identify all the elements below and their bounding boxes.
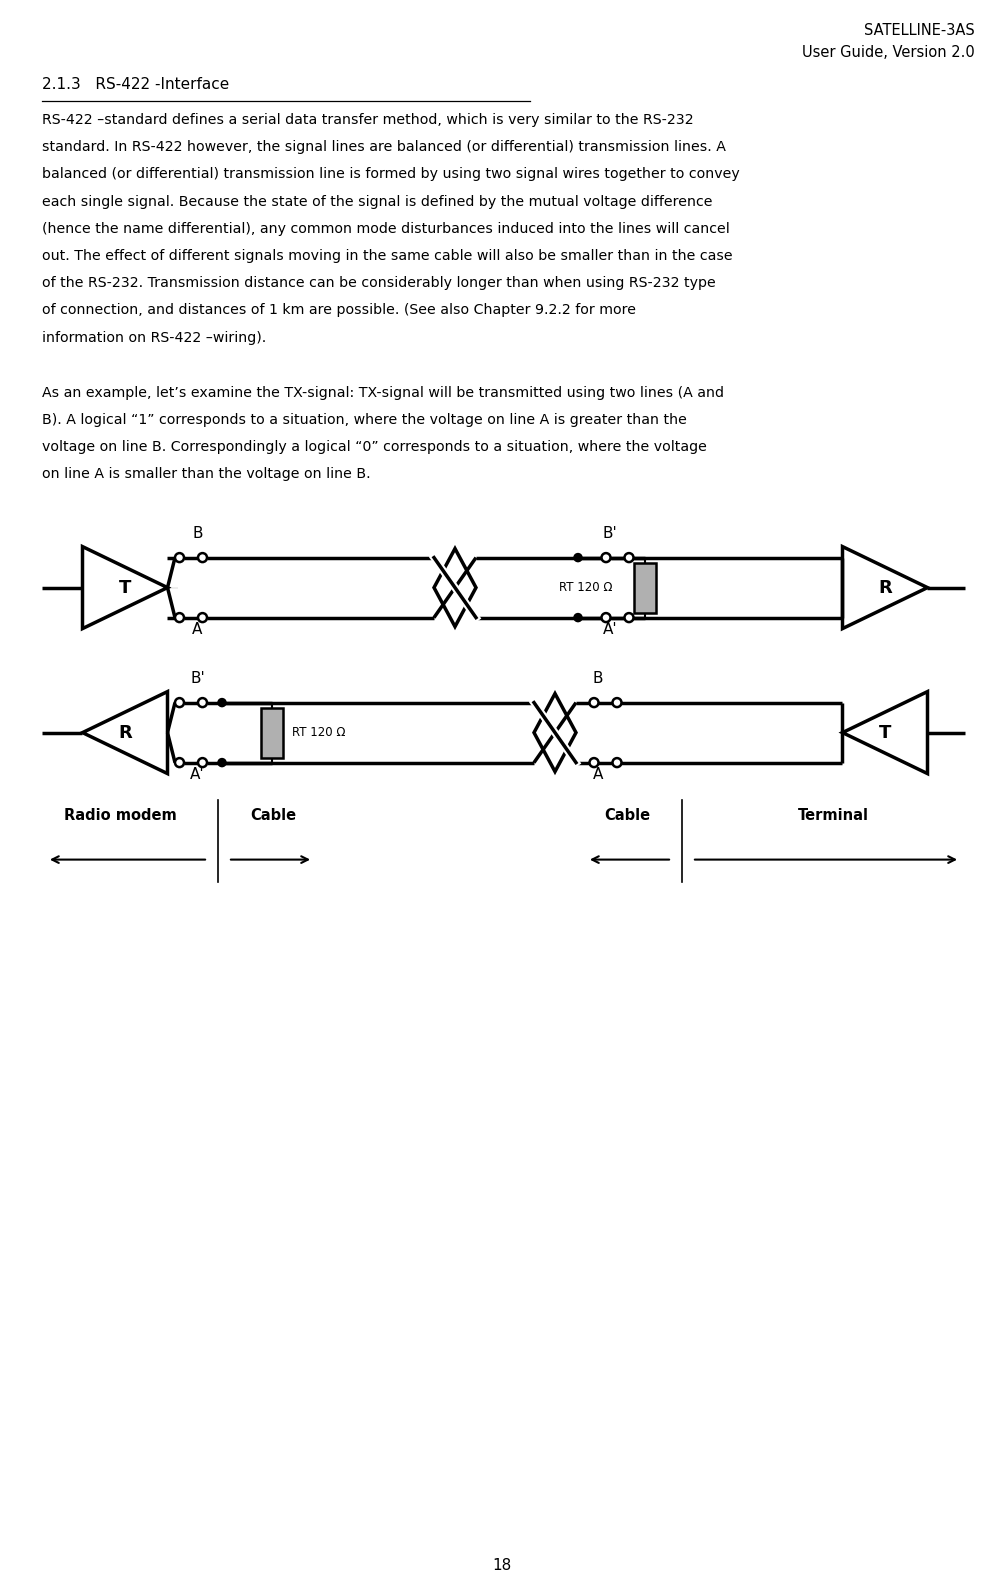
Circle shape [198,553,207,561]
Circle shape [612,758,621,767]
Text: Radio modem: Radio modem [63,807,177,823]
Text: R: R [118,724,131,742]
Circle shape [601,553,610,561]
Text: (hence the name differential), any common mode disturbances induced into the lin: (hence the name differential), any commo… [42,222,729,236]
Circle shape [612,699,621,707]
Text: B': B' [602,526,617,541]
Circle shape [218,759,226,767]
Text: T: T [878,724,891,742]
Text: B). A logical “1” corresponds to a situation, where the voltage on line A is gre: B). A logical “1” corresponds to a situa… [42,413,686,427]
Circle shape [198,699,207,707]
Text: on line A is smaller than the voltage on line B.: on line A is smaller than the voltage on… [42,467,370,482]
Text: Cable: Cable [604,807,649,823]
Text: R: R [878,579,891,597]
Circle shape [624,553,633,561]
Text: A': A' [190,767,205,782]
Bar [633,563,655,612]
Text: T: T [118,579,131,597]
Circle shape [589,699,598,707]
Text: each single signal. Because the state of the signal is defined by the mutual vol: each single signal. Because the state of… [42,195,712,209]
Text: Cable: Cable [250,807,296,823]
Bar [261,708,283,758]
Text: RT 120 Ω: RT 120 Ω [292,726,345,738]
Text: B: B [592,670,603,686]
Circle shape [175,699,184,707]
Text: A: A [592,767,603,782]
Circle shape [218,699,226,707]
Text: As an example, let’s examine the TX-signal: TX-signal will be transmitted using : As an example, let’s examine the TX-sign… [42,386,723,400]
Text: A': A' [602,622,617,636]
Polygon shape [433,549,475,627]
Text: B: B [192,526,203,541]
Text: information on RS-422 –wiring).: information on RS-422 –wiring). [42,330,266,345]
Circle shape [624,612,633,622]
Circle shape [175,553,184,561]
Text: User Guide, Version 2.0: User Guide, Version 2.0 [801,45,974,61]
Text: RS-422 –standard defines a serial data transfer method, which is very similar to: RS-422 –standard defines a serial data t… [42,113,693,128]
Text: 18: 18 [491,1558,512,1573]
Text: of the RS-232. Transmission distance can be considerably longer than when using : of the RS-232. Transmission distance can… [42,276,715,290]
Circle shape [198,612,207,622]
Text: A: A [193,622,203,636]
Text: 2.1.3   RS-422 -Interface: 2.1.3 RS-422 -Interface [42,77,229,93]
Circle shape [175,612,184,622]
Circle shape [198,758,207,767]
Text: balanced (or differential) transmission line is formed by using two signal wires: balanced (or differential) transmission … [42,167,739,182]
Text: RT 120 Ω: RT 120 Ω [559,581,613,593]
Circle shape [589,758,598,767]
Text: standard. In RS-422 however, the signal lines are balanced (or differential) tra: standard. In RS-422 however, the signal … [42,140,725,155]
Polygon shape [534,694,576,772]
Text: voltage on line B. Correspondingly a logical “0” corresponds to a situation, whe: voltage on line B. Correspondingly a log… [42,440,706,455]
Text: of connection, and distances of 1 km are possible. (See also Chapter 9.2.2 for m: of connection, and distances of 1 km are… [42,303,635,317]
Text: Terminal: Terminal [797,807,869,823]
Circle shape [574,614,582,622]
Circle shape [574,553,582,561]
Circle shape [175,758,184,767]
Text: B': B' [190,670,205,686]
Text: SATELLINE-3AS: SATELLINE-3AS [864,22,974,38]
Text: out. The effect of different signals moving in the same cable will also be small: out. The effect of different signals mov… [42,249,732,263]
Circle shape [601,612,610,622]
